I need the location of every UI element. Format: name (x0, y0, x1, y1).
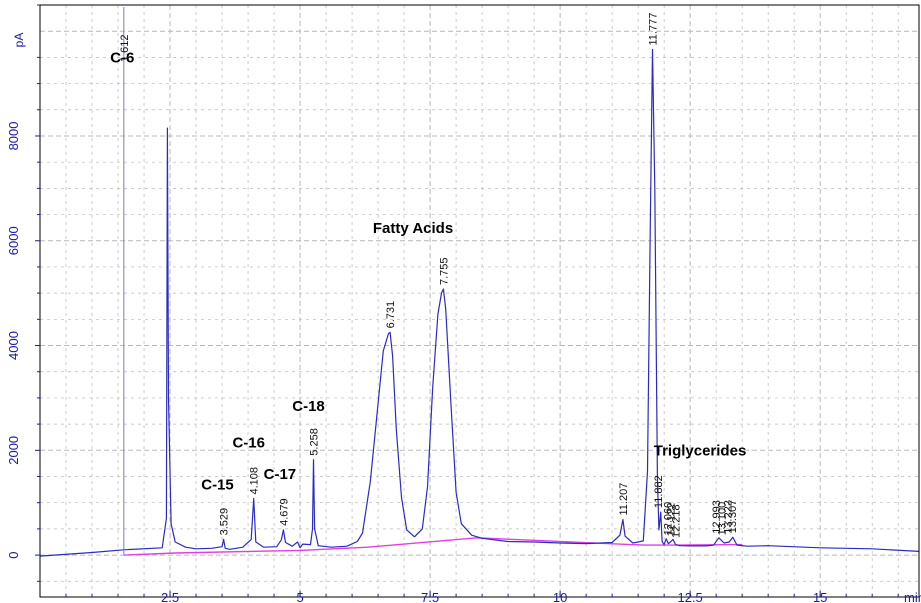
annotation-label: C-15 (201, 477, 234, 494)
peak-label: 1.612 (119, 34, 131, 62)
annotation-label: Triglycerides (654, 443, 747, 460)
plot-frame (39, 4, 920, 598)
baseline-line (123, 537, 743, 556)
y-tick-label: 8000 (6, 122, 21, 151)
annotation-label: C-16 (232, 435, 265, 452)
signal-line (39, 48, 920, 557)
annotation-label: Tricaprin (612, 0, 675, 1)
peak-label: 11.882 (653, 475, 665, 508)
annotation-label: Fatty Acids (373, 220, 453, 237)
peak-label: 13.307 (727, 500, 739, 534)
peak-label: 13.222 (723, 500, 735, 534)
y-tick-label: 6000 (6, 226, 21, 255)
signal-trace (39, 7, 920, 557)
annotation-label: C-17 (264, 466, 297, 483)
integration-baseline (123, 537, 743, 556)
peak-label: 5.258 (309, 428, 321, 456)
peak-labels: 1.612 3.529 4.108 4.679 5.258 6.731 7.755 11.20… (119, 13, 739, 538)
x-axis-label: min (904, 590, 921, 603)
peak-label: 6.731 (385, 301, 397, 329)
peak-label: 3.529 (219, 508, 231, 536)
y-tick-label: 4000 (6, 331, 21, 360)
peak-label: 7.755 (438, 257, 450, 285)
y-tick-label: 0 (6, 551, 21, 558)
annotation-label: C-6 (110, 50, 134, 67)
y-axis-label: pA (12, 33, 26, 48)
y-tick-label: 2000 (6, 436, 21, 465)
peak-label: 12.218 (671, 504, 683, 538)
peak-label: 4.108 (249, 467, 261, 495)
peak-label: 12.122 (666, 503, 678, 537)
annotations: C-6 C-15 C-16 C-17 C-18 Fatty Acids Tricaprin T… (110, 0, 746, 494)
annotation-label: C-18 (292, 398, 325, 415)
peak-label: 4.679 (278, 498, 290, 526)
grid (39, 4, 919, 597)
peak-label: 13.100 (716, 502, 728, 536)
peak-label: 11.777 (648, 13, 660, 46)
peak-label: 12.060 (662, 502, 674, 536)
peak-label: 11.207 (618, 483, 630, 516)
peak-label: 12.993 (711, 500, 723, 534)
